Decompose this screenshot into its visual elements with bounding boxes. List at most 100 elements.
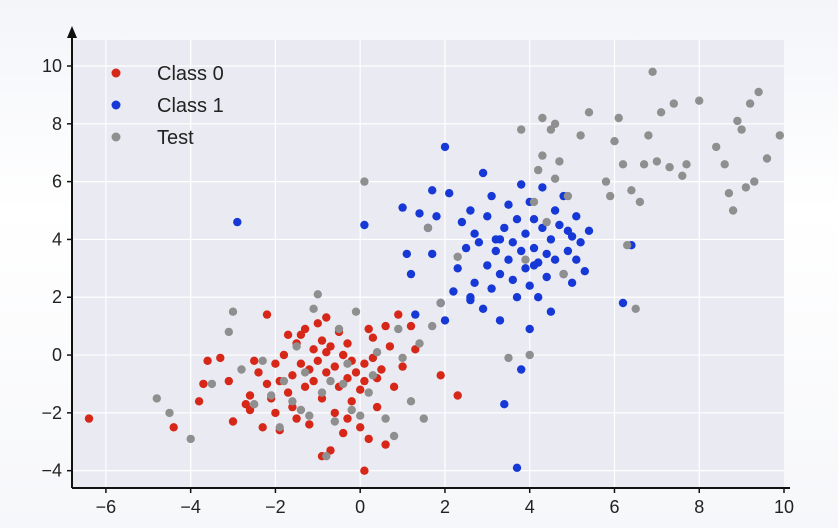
data-point xyxy=(233,217,242,227)
data-point xyxy=(84,414,94,423)
series-class-0 xyxy=(84,310,462,475)
data-point xyxy=(288,402,297,412)
data-point xyxy=(389,382,399,391)
data-point xyxy=(317,394,327,403)
data-point xyxy=(381,440,390,449)
data-point xyxy=(436,371,445,380)
data-point xyxy=(364,388,373,397)
data-point xyxy=(398,362,407,371)
data-point xyxy=(538,113,547,123)
data-point xyxy=(512,463,522,472)
data-point xyxy=(152,394,161,403)
data-point xyxy=(292,414,301,423)
data-point xyxy=(343,414,352,423)
data-point xyxy=(445,189,454,198)
data-point xyxy=(169,423,178,432)
x-tick-label: 8 xyxy=(694,497,704,517)
data-point xyxy=(207,379,217,389)
data-point xyxy=(309,304,318,313)
data-point xyxy=(754,87,763,97)
data-point xyxy=(546,235,556,244)
data-point xyxy=(584,108,594,117)
data-point xyxy=(267,391,276,400)
legend-label: Class 0 xyxy=(157,63,224,85)
data-point xyxy=(521,264,530,273)
data-point xyxy=(279,376,289,386)
data-point xyxy=(305,411,314,420)
data-point xyxy=(529,261,539,270)
data-point xyxy=(512,293,522,302)
legend-label: Test xyxy=(157,127,194,149)
data-point xyxy=(470,278,479,287)
data-point xyxy=(406,397,416,406)
data-point xyxy=(428,321,437,331)
data-point xyxy=(313,290,322,299)
data-point xyxy=(466,206,475,215)
data-point xyxy=(356,423,365,432)
data-point xyxy=(368,333,378,342)
y-tick-label: 10 xyxy=(42,56,62,76)
data-point xyxy=(517,180,526,189)
data-point xyxy=(529,215,539,224)
data-point xyxy=(512,215,522,224)
data-point xyxy=(550,206,560,215)
data-point xyxy=(398,353,407,363)
data-point xyxy=(309,376,318,386)
data-point xyxy=(322,313,331,322)
data-point xyxy=(216,353,225,363)
legend-marker xyxy=(111,132,121,142)
data-point xyxy=(262,310,272,319)
data-point xyxy=(300,368,310,377)
data-point xyxy=(500,400,509,409)
data-point xyxy=(627,186,636,195)
data-point xyxy=(296,330,306,339)
data-point xyxy=(394,310,403,319)
data-point xyxy=(606,191,615,201)
data-point xyxy=(330,362,339,371)
data-point xyxy=(487,191,496,201)
data-point xyxy=(678,171,687,180)
data-point xyxy=(495,235,505,244)
data-point xyxy=(313,319,322,328)
data-point xyxy=(322,368,331,377)
data-point xyxy=(309,345,318,354)
data-point xyxy=(534,165,543,175)
data-point xyxy=(377,365,386,374)
data-point xyxy=(228,417,238,426)
data-point xyxy=(745,99,755,108)
data-point xyxy=(360,220,369,230)
data-point xyxy=(741,183,751,192)
series-class-1 xyxy=(233,142,636,472)
data-point xyxy=(436,298,445,308)
data-point xyxy=(449,287,458,296)
y-tick-label: 0 xyxy=(52,345,62,365)
data-point xyxy=(423,223,433,233)
data-point xyxy=(580,267,589,276)
data-point xyxy=(563,226,573,235)
data-point xyxy=(775,131,784,140)
data-point xyxy=(415,209,424,218)
data-point xyxy=(728,206,738,215)
legend: Class 0 Class 1 Test xyxy=(111,63,224,149)
data-point xyxy=(720,160,729,169)
axes xyxy=(67,26,790,489)
data-point xyxy=(521,255,530,264)
data-point xyxy=(258,423,267,432)
data-point xyxy=(339,428,348,438)
data-point xyxy=(360,376,369,386)
y-tick-labels: −4 −2 0 2 4 6 8 10 xyxy=(41,56,72,481)
data-point xyxy=(385,342,395,351)
x-tick-label: −2 xyxy=(265,497,286,517)
data-point xyxy=(470,229,479,238)
x-tick-label: 4 xyxy=(525,497,535,517)
legend-item: Test xyxy=(111,127,194,149)
data-point xyxy=(542,249,551,259)
data-point xyxy=(406,269,416,279)
data-point xyxy=(639,160,649,169)
data-point xyxy=(360,359,369,368)
data-point xyxy=(495,269,505,279)
y-tick-label: 8 xyxy=(52,114,62,134)
data-point xyxy=(351,307,361,316)
data-point xyxy=(271,408,280,418)
data-point xyxy=(538,183,547,192)
